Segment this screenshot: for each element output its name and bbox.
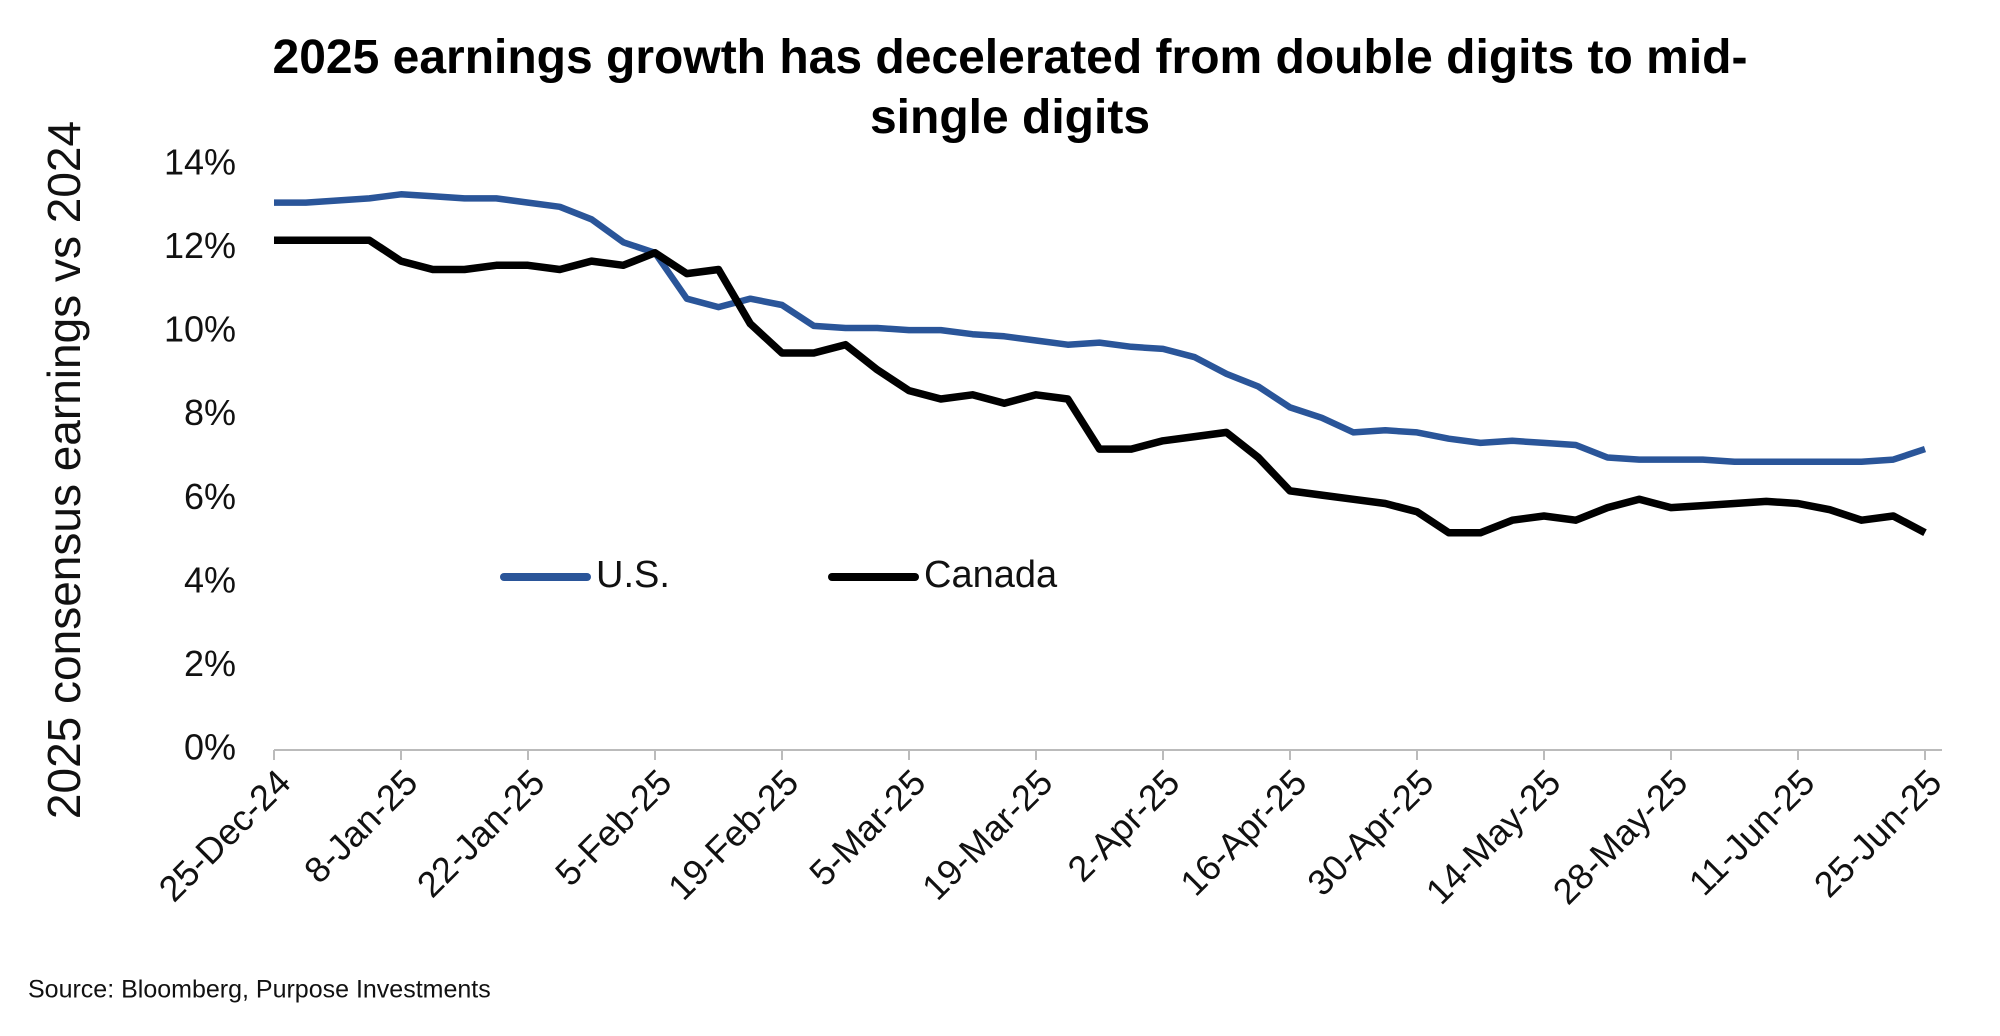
x-tick-label: 8-Jan-25: [296, 761, 425, 890]
y-tick-label: 10%: [164, 309, 236, 350]
y-axis-label: 2025 consensus earnings vs 2024: [38, 121, 90, 819]
x-tick-label: 22-Jan-25: [409, 761, 553, 905]
y-tick-label: 2%: [184, 643, 236, 684]
x-tick-label: 5-Feb-25: [547, 761, 679, 893]
x-tick-label: 25-Dec-24: [151, 761, 299, 909]
series-line: [274, 236, 1927, 537]
x-tick-label: 19-Feb-25: [660, 761, 806, 907]
y-tick-label: 4%: [184, 559, 236, 600]
chart-title: 2025 earnings growth has decelerated fro…: [272, 31, 1748, 144]
x-tick-label: 28-May-25: [1545, 761, 1696, 912]
series-line: [274, 191, 1927, 465]
x-tick-label: 2-Apr-25: [1059, 761, 1187, 889]
y-tick-label: 0%: [184, 727, 236, 768]
x-tick-label: 16-Apr-25: [1172, 761, 1314, 903]
y-tick-label: 12%: [164, 225, 236, 266]
x-tick-label: 25-Jun-25: [1806, 761, 1950, 905]
x-tick-label: 14-May-25: [1418, 761, 1569, 912]
legend-label: U.S.: [596, 554, 670, 596]
x-tick-label: 11-Jun-25: [1681, 761, 1823, 903]
y-tick-label: 14%: [164, 142, 236, 183]
source-note: Source: Bloomberg, Purpose Investments: [28, 976, 491, 1004]
y-tick-label: 6%: [184, 476, 236, 517]
x-tick-label: 19-Mar-25: [914, 761, 1060, 907]
x-tick-label: 5-Mar-25: [801, 761, 933, 893]
legend-label: Canada: [924, 554, 1058, 596]
y-tick-label: 8%: [184, 392, 236, 433]
